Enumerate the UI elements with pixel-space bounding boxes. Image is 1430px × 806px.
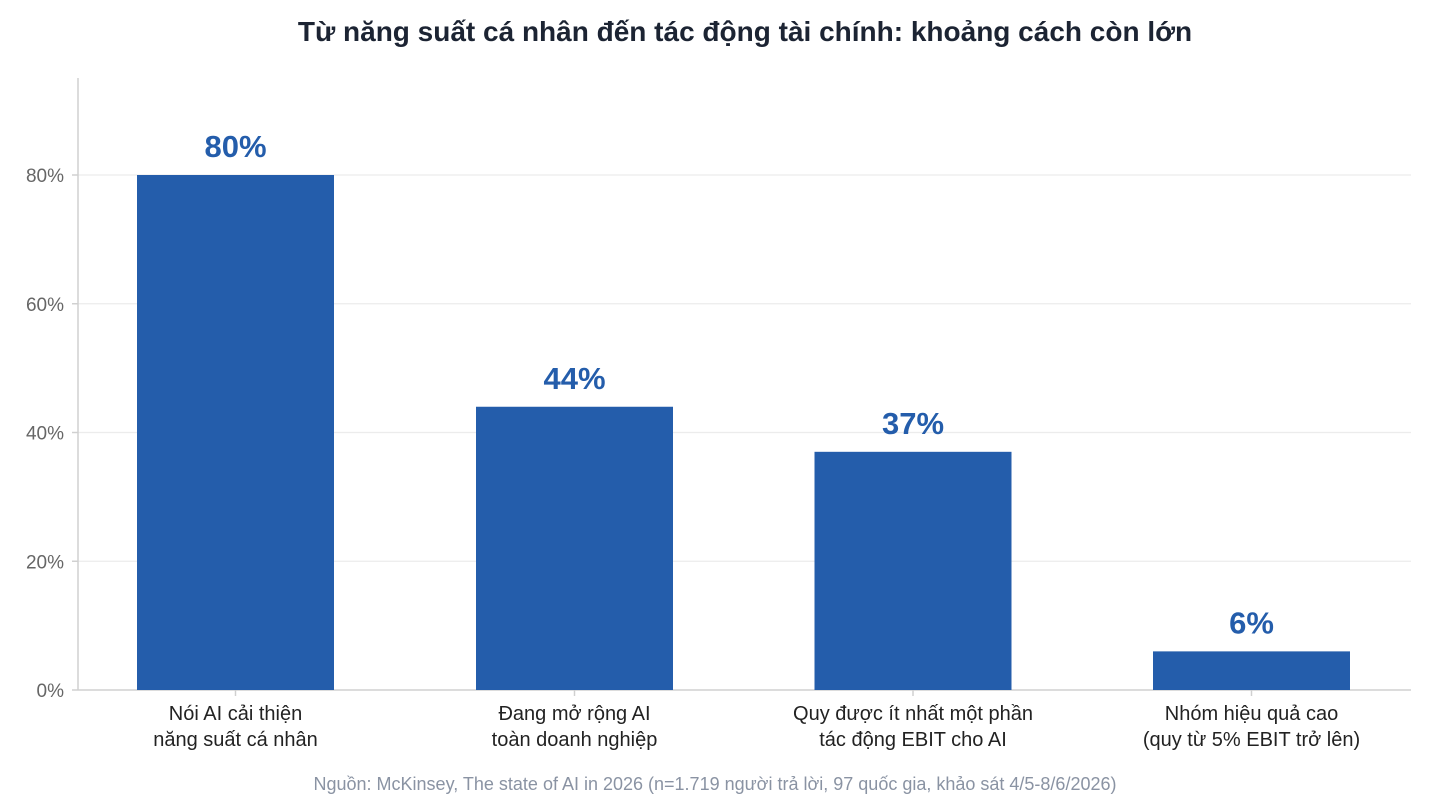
data-label: 44% bbox=[543, 361, 605, 396]
x-tick-label: Nhóm hiệu quả cao bbox=[1165, 703, 1338, 725]
bar bbox=[1153, 651, 1350, 690]
y-tick-label: 20% bbox=[26, 552, 64, 573]
x-tick-label: Quy được ít nhất một phần bbox=[793, 703, 1033, 725]
x-tick-label: tác động EBIT cho AI bbox=[819, 729, 1007, 751]
y-tick-label: 40% bbox=[26, 424, 64, 445]
x-tick-label: Nói AI cải thiện bbox=[169, 703, 302, 725]
y-tick-label: 60% bbox=[26, 295, 64, 316]
source-note: Nguồn: McKinsey, The state of AI in 2026… bbox=[313, 774, 1117, 794]
data-label: 6% bbox=[1229, 605, 1274, 640]
x-tick-label: Đang mở rộng AI bbox=[498, 703, 650, 725]
y-tick-label: 0% bbox=[37, 681, 65, 702]
bar bbox=[814, 451, 1012, 690]
x-tick-label: toàn doanh nghiệp bbox=[492, 729, 658, 751]
x-tick-label: (quy từ 5% EBIT trở lên) bbox=[1143, 729, 1360, 751]
data-label: 37% bbox=[882, 406, 944, 441]
chart-title: Từ năng suất cá nhân đến tác động tài ch… bbox=[297, 16, 1193, 47]
bar bbox=[476, 406, 673, 690]
data-label: 80% bbox=[204, 129, 266, 164]
y-tick-label: 80% bbox=[26, 166, 64, 187]
bar bbox=[137, 175, 334, 690]
x-tick-label: năng suất cá nhân bbox=[153, 729, 318, 751]
